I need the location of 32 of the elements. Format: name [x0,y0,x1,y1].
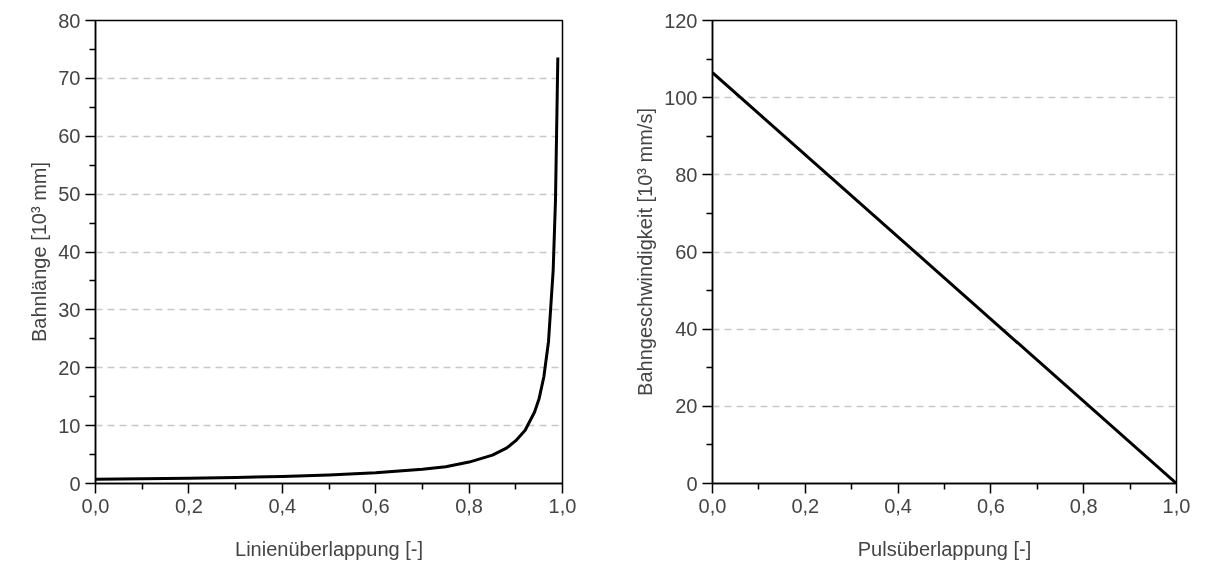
y-tick-label: 120 [664,9,698,32]
y-tick-label: 60 [58,125,81,148]
y-axis-title: Bahnlänge [10³ mm] [28,161,51,343]
y-axis-title: Bahngeschwindigkeit [10³ mm/s] [634,108,657,396]
y-tick-label: 80 [58,9,81,32]
y-tick-label: 60 [675,241,698,263]
x-axis-title: Linienüberlappung [-] [235,537,423,560]
x-tick-label: 0,6 [977,494,1005,517]
x-tick-label: 1,0 [548,494,577,517]
x-tick-label: 0,0 [81,494,110,517]
y-tick-label: 40 [675,318,698,341]
y-tick-label: 30 [58,298,81,321]
x-tick-label: 0,0 [698,494,727,517]
y-tick-label: 40 [58,241,81,263]
x-tick-label: 0,4 [884,494,913,517]
y-tick-label: 20 [675,395,698,418]
y-tick-label: 70 [58,67,81,90]
x-tick-label: 0,2 [791,494,820,517]
x-tick-label: 1,0 [1162,494,1191,517]
y-tick-label: 0 [686,472,698,495]
x-tick-label: 0,4 [268,494,297,517]
y-tick-label: 20 [58,356,81,379]
x-tick-label: 0,8 [1069,494,1098,517]
y-tick-label: 100 [664,86,698,109]
y-tick-label: 80 [675,163,698,186]
x-tick-label: 0,2 [175,494,203,517]
x-tick-label: 0,8 [455,494,484,517]
y-tick-label: 50 [58,183,81,206]
y-tick-label: 10 [58,414,81,437]
y-tick-label: 0 [69,472,81,495]
x-tick-label: 0,6 [361,494,390,517]
x-axis-title: Pulsüberlappung [-] [857,537,1032,560]
